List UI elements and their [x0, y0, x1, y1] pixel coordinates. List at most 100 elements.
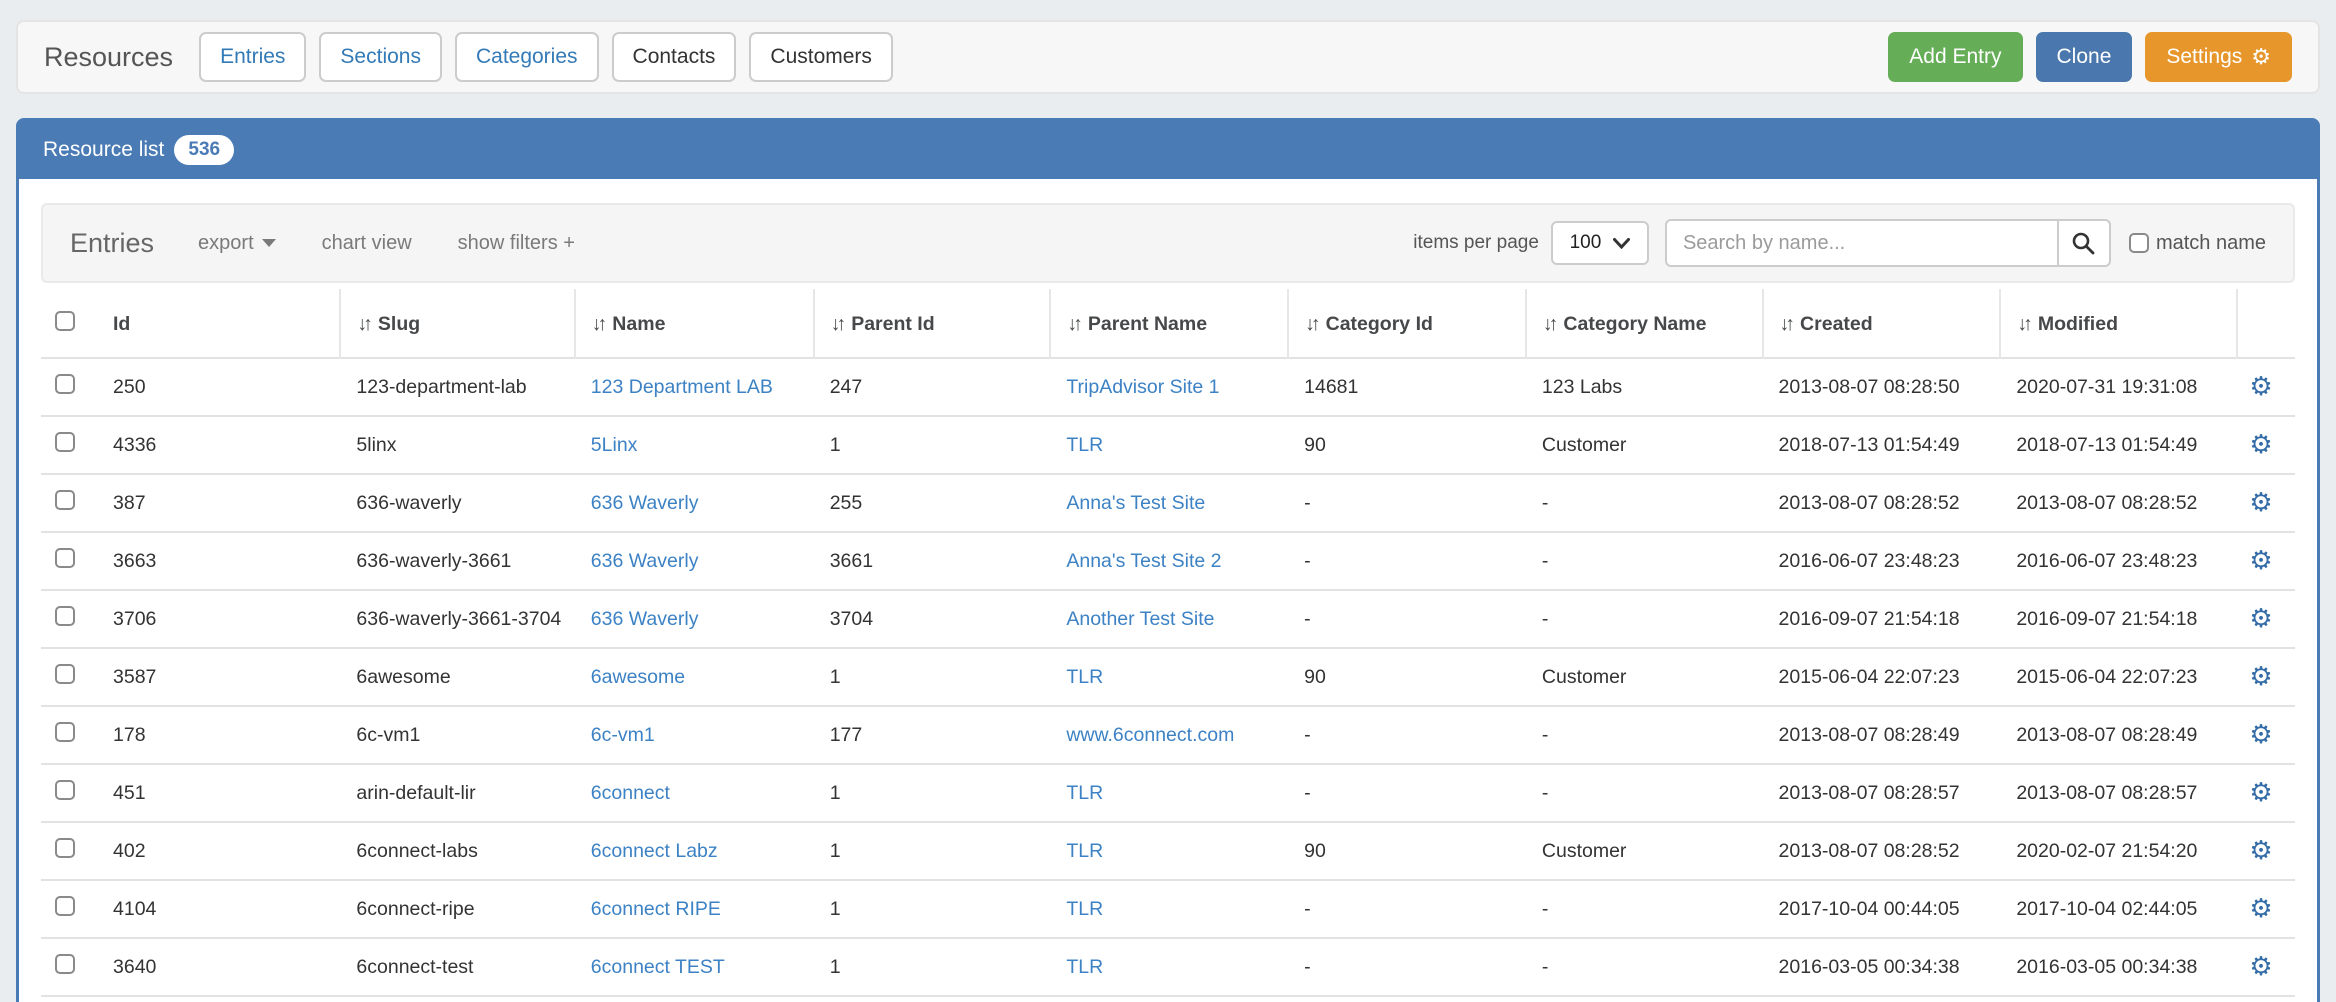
column-header-name[interactable]: ↓↑ Name — [573, 289, 814, 358]
cell-category-id: - — [1288, 705, 1526, 764]
items-per-page-value: 100 — [1569, 232, 1602, 253]
parent-name-link[interactable]: Another Test Site — [1066, 607, 1215, 630]
name-link[interactable]: 5Linx — [590, 433, 638, 456]
cell-name: 123 Department LAB — [574, 357, 814, 416]
tab-entries[interactable]: Entries — [199, 32, 307, 82]
parent-name-link[interactable]: TLR — [1066, 665, 1104, 688]
tab-sections[interactable]: Sections — [319, 32, 442, 82]
row-gear-icon[interactable]: ⚙ — [2249, 429, 2273, 459]
row-checkbox[interactable] — [55, 374, 75, 394]
row-checkbox[interactable] — [55, 664, 75, 684]
cell-slug: 6connect-labs — [340, 821, 575, 880]
row-gear-icon[interactable]: ⚙ — [2249, 545, 2273, 575]
caret-down-icon — [261, 239, 276, 247]
row-checkbox[interactable] — [55, 780, 75, 800]
cell-slug: 6connect-ripe — [340, 879, 575, 938]
cell-category-id: - — [1288, 763, 1526, 822]
row-gear-icon[interactable]: ⚙ — [2249, 371, 2273, 401]
tab-categories[interactable]: Categories — [454, 32, 599, 82]
row-checkbox[interactable] — [55, 838, 75, 858]
cell-category-name: - — [1525, 879, 1763, 938]
parent-name-link[interactable]: www.6connect.com — [1066, 723, 1235, 746]
cell-category-id: - — [1288, 589, 1526, 648]
name-link[interactable]: 6awesome — [590, 665, 686, 688]
export-dropdown[interactable]: export — [198, 232, 276, 255]
cell-name: 6connect TEST — [574, 937, 814, 996]
name-link[interactable]: 6connect Labz — [590, 839, 718, 862]
column-header-created[interactable]: ↓↑ Created — [1761, 289, 2001, 358]
cell-parent-id: 1 — [813, 647, 1051, 706]
search-button[interactable] — [2056, 219, 2111, 267]
row-checkbox[interactable] — [55, 722, 75, 742]
header-tabs: Entries Sections Categories Contacts Cus… — [199, 32, 893, 82]
column-header-parent-name[interactable]: ↓↑ Parent Name — [1049, 289, 1289, 358]
match-name-checkbox[interactable] — [2128, 233, 2149, 253]
name-link[interactable]: 636 Waverly — [590, 607, 699, 630]
parent-name-link[interactable]: TLR — [1066, 955, 1104, 978]
export-label: export — [198, 231, 254, 254]
chart-view-link[interactable]: chart view — [321, 231, 412, 254]
row-actions-cell: ⚙ — [2237, 473, 2295, 532]
row-gear-icon[interactable]: ⚙ — [2249, 719, 2273, 749]
row-gear-icon[interactable]: ⚙ — [2249, 487, 2273, 517]
column-header-modified[interactable]: ↓↑ Modified — [1999, 289, 2237, 358]
name-link[interactable]: 6connect RIPE — [590, 897, 721, 920]
add-entry-button[interactable]: Add Entry — [1888, 32, 2023, 82]
row-gear-icon[interactable]: ⚙ — [2249, 835, 2273, 865]
name-link[interactable]: 6c-vm1 — [590, 723, 655, 746]
parent-name-link[interactable]: TripAdvisor Site 1 — [1066, 375, 1220, 398]
parent-name-link[interactable]: TLR — [1066, 781, 1104, 804]
column-header-slug[interactable]: ↓↑ Slug — [339, 289, 575, 358]
cell-parent-name: Anna's Test Site 2 — [1050, 531, 1289, 590]
row-checkbox[interactable] — [55, 432, 75, 452]
row-gear-icon[interactable]: ⚙ — [2249, 661, 2273, 691]
column-header-id[interactable]: Id — [97, 289, 340, 358]
settings-button[interactable]: Settings ⚙ — [2145, 32, 2292, 82]
column-label: Id — [113, 312, 131, 335]
column-header-category-name[interactable]: ↓↑ Category Name — [1524, 289, 1763, 358]
parent-name-link[interactable]: Anna's Test Site 2 — [1066, 549, 1222, 572]
parent-name-link[interactable]: TLR — [1066, 433, 1104, 456]
cell-modified: 2016-03-05 00:34:38 — [2000, 937, 2237, 996]
row-checkbox[interactable] — [55, 606, 75, 626]
row-checkbox[interactable] — [55, 954, 75, 974]
row-actions-cell: ⚙ — [2237, 589, 2295, 648]
cell-category-name: 123 Labs — [1525, 357, 1763, 416]
cell-category-name: Customer — [1525, 647, 1763, 706]
select-all-checkbox[interactable] — [55, 311, 75, 331]
column-header-parent-id[interactable]: ↓↑ Parent Id — [812, 289, 1051, 358]
clone-button[interactable]: Clone — [2035, 32, 2133, 82]
cell-created: 2013-08-07 08:28:57 — [1762, 763, 2001, 822]
cell-category-name: - — [1525, 705, 1763, 764]
tab-contacts[interactable]: Contacts — [611, 32, 737, 82]
cell-category-id: - — [1288, 995, 1526, 1002]
column-header-category-id[interactable]: ↓↑ Category Id — [1287, 289, 1526, 358]
tab-customers[interactable]: Customers — [749, 32, 893, 82]
cell-parent-id: 1 — [813, 821, 1051, 880]
row-checkbox[interactable] — [55, 896, 75, 916]
row-checkbox[interactable] — [55, 490, 75, 510]
cell-parent-name: TLR — [1050, 937, 1289, 996]
parent-name-link[interactable]: Anna's Test Site — [1066, 491, 1206, 514]
name-link[interactable]: 123 Department LAB — [590, 375, 773, 398]
column-label: Category Id — [1325, 312, 1433, 335]
cell-parent-name: TLR — [1050, 821, 1289, 880]
cell-id: 1272 — [97, 995, 341, 1002]
panel-header: Resource list 536 — [19, 121, 2317, 179]
name-link[interactable]: 636 Waverly — [590, 549, 699, 572]
parent-name-link[interactable]: TLR — [1066, 897, 1104, 920]
row-gear-icon[interactable]: ⚙ — [2249, 777, 2273, 807]
row-gear-icon[interactable]: ⚙ — [2249, 893, 2273, 923]
parent-name-link[interactable]: TLR — [1066, 839, 1104, 862]
cell-category-id: 90 — [1288, 647, 1526, 706]
row-gear-icon[interactable]: ⚙ — [2249, 951, 2273, 981]
name-link[interactable]: 6connect — [590, 781, 670, 804]
search-input[interactable] — [1664, 219, 2057, 267]
row-checkbox[interactable] — [55, 548, 75, 568]
name-link[interactable]: 636 Waverly — [590, 491, 699, 514]
cell-id: 4104 — [97, 879, 341, 938]
show-filters-link[interactable]: show filters + — [457, 231, 575, 254]
name-link[interactable]: 6connect TEST — [590, 955, 725, 978]
items-per-page-select[interactable]: 100 — [1550, 221, 1649, 265]
row-gear-icon[interactable]: ⚙ — [2249, 603, 2273, 633]
